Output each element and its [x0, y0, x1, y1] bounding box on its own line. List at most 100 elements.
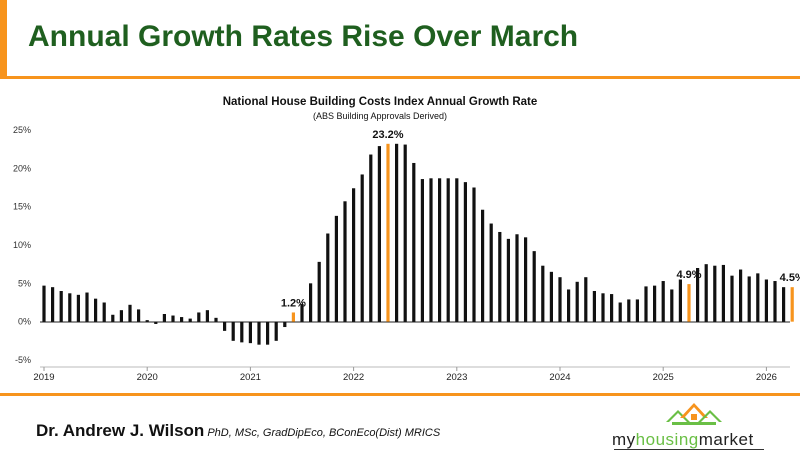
bar [670, 289, 674, 322]
x-tick-label: 2026 [756, 372, 777, 383]
bar [309, 283, 313, 322]
bar [782, 287, 786, 322]
bar [627, 299, 631, 322]
bar [567, 289, 571, 322]
bar [541, 265, 545, 322]
bar [704, 264, 708, 322]
bar [773, 281, 777, 322]
bar [532, 251, 536, 322]
chart-area: National House Building Costs Index Annu… [0, 84, 800, 388]
myhousingmarket-logo: myhousingmarket [612, 400, 772, 450]
bar [257, 321, 261, 345]
bar [214, 317, 218, 322]
house-roofs-icon [666, 403, 722, 425]
x-tick-label: 2023 [446, 372, 467, 383]
bar [51, 287, 55, 322]
y-tick-label: 25% [13, 125, 31, 135]
bar [231, 321, 235, 341]
logo-word-my: my [612, 430, 636, 449]
y-tick-label: 20% [13, 163, 31, 173]
bar [377, 146, 381, 322]
author-name: Dr. Andrew J. Wilson [36, 421, 205, 440]
y-tick-label: -5% [15, 355, 31, 365]
bar [300, 304, 304, 322]
header-accent-strip [0, 0, 7, 78]
y-tick-label: 10% [13, 240, 31, 250]
bar [635, 299, 639, 322]
bar [369, 154, 373, 322]
data-label: 1.2% [281, 297, 306, 309]
bar [111, 314, 115, 322]
bar [137, 309, 141, 322]
logo-word-market: market [698, 430, 754, 449]
bar [549, 271, 553, 322]
bar [403, 144, 407, 322]
bar [85, 292, 89, 322]
bar [171, 315, 175, 322]
bar [68, 293, 72, 322]
bar [696, 268, 700, 322]
bar [481, 209, 485, 322]
y-tick-label: 15% [13, 202, 31, 212]
x-tick-label: 2021 [240, 372, 261, 383]
bar [283, 321, 287, 328]
bar [764, 279, 768, 322]
data-label: 4.9% [676, 269, 701, 281]
author-qualifications: PhD, MSc, GradDipEco, BConEco(Dist) MRIC… [207, 427, 441, 439]
bar [584, 277, 588, 322]
x-tick-label: 2019 [33, 372, 54, 383]
bar [429, 178, 433, 322]
bar [154, 321, 158, 324]
logo-word-housing: housing [635, 430, 699, 449]
bar [661, 281, 665, 322]
bar [756, 273, 760, 322]
bar [644, 286, 648, 322]
bar [360, 174, 364, 322]
bar [739, 269, 743, 322]
bar [248, 321, 252, 344]
footer-bar: Dr. Andrew J. Wilson PhD, MSc, GradDipEco… [0, 396, 800, 454]
bar [524, 237, 528, 322]
x-tick-label: 2022 [343, 372, 364, 383]
bar [240, 321, 244, 343]
bar [145, 320, 149, 322]
logo-underline [614, 449, 764, 450]
logo-wordmark: myhousingmarket [612, 430, 754, 450]
bar [730, 275, 734, 322]
bar [455, 178, 459, 322]
y-tick-label: 0% [18, 317, 31, 327]
footer-divider [0, 393, 800, 396]
bar [76, 294, 80, 322]
bar [188, 318, 192, 322]
bar [463, 182, 467, 322]
chart-title: National House Building Costs Index Annu… [223, 96, 538, 108]
bar [197, 312, 201, 322]
data-label: 23.2% [372, 129, 403, 141]
bar [472, 187, 476, 322]
author-credit: Dr. Andrew J. Wilson PhD, MSc, GradDipEco… [36, 421, 440, 441]
growth-rate-chart: National House Building Costs Index Annu… [13, 96, 800, 383]
bar [266, 321, 270, 345]
bar [274, 321, 278, 341]
bar [420, 179, 424, 322]
bar [575, 281, 579, 322]
bar [678, 279, 682, 322]
bar [713, 265, 717, 322]
bar-highlight [291, 312, 295, 322]
bar-highlight [386, 143, 390, 322]
header-bar: Annual Growth Rates Rise Over March [0, 0, 800, 79]
bar [592, 291, 596, 322]
bar [162, 314, 166, 322]
bar-highlight [790, 287, 794, 322]
chart-subtitle: (ABS Building Approvals Derived) [313, 111, 447, 121]
bar [128, 304, 132, 322]
bar [489, 223, 493, 322]
data-label: 4.5% [780, 272, 800, 284]
bar [119, 310, 123, 322]
bar [94, 298, 98, 322]
bar [102, 302, 106, 322]
bar [352, 188, 356, 322]
y-tick-label: 5% [18, 278, 31, 288]
bar [180, 317, 184, 322]
x-axis: 2019 2020 2021 2022 2023 2024 2025 2026 [33, 367, 777, 383]
